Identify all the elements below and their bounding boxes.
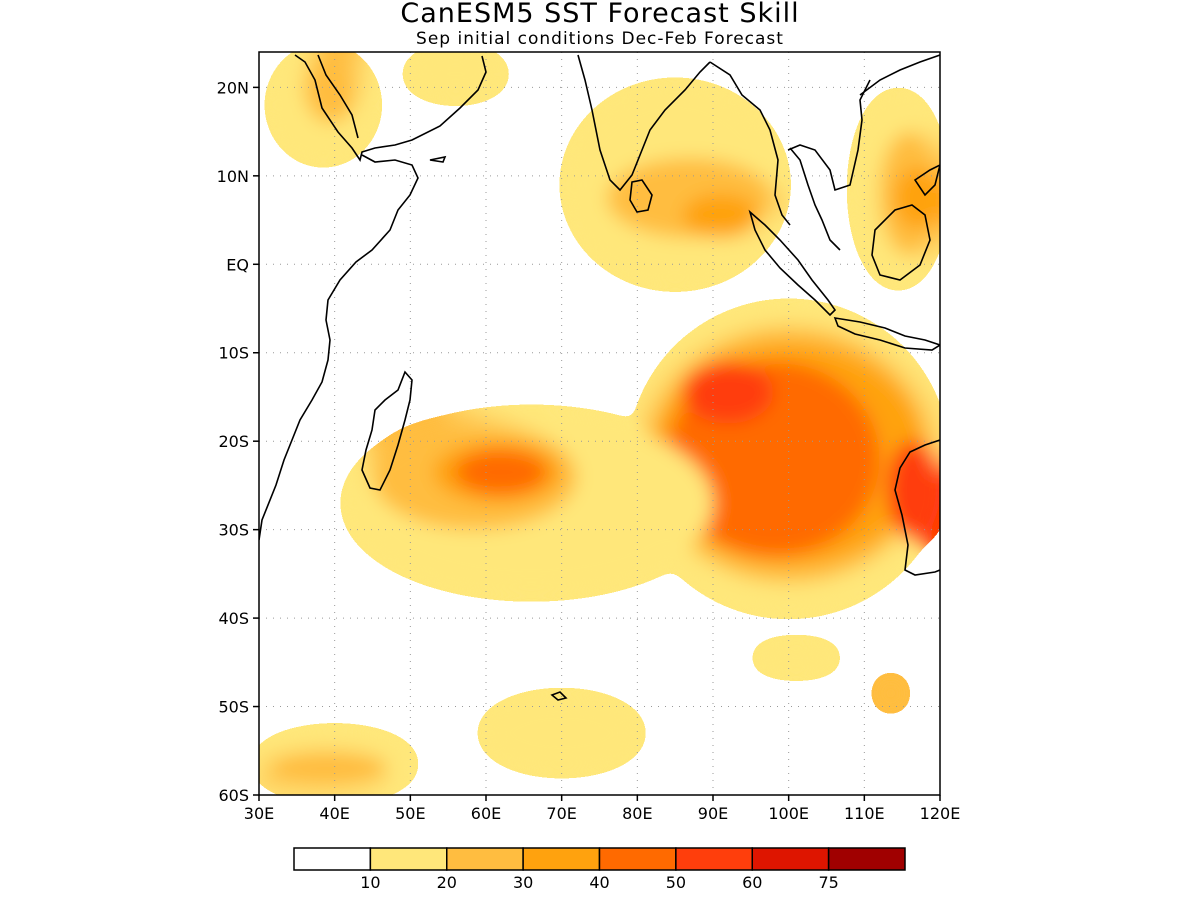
colorbar-swatch	[675, 847, 753, 871]
skill-region-20	[266, 750, 388, 787]
skill-region-10	[410, 52, 502, 97]
lat-tick-label: 20S	[218, 432, 249, 451]
coastline-socotra	[429, 155, 447, 163]
latitude-axis: 20N 10N EQ 10S 20S 30S 40S 50S 60S	[217, 78, 259, 805]
lat-tick-label: 50S	[218, 698, 249, 717]
colorbar-swatch	[446, 847, 524, 871]
lon-tick-label: 110E	[844, 804, 885, 823]
skill-region-20	[879, 680, 903, 707]
coastlines	[259, 54, 940, 701]
colorbar-label: 20	[437, 873, 457, 892]
skill-region-50	[887, 441, 940, 539]
skill-region-20	[304, 52, 358, 123]
colorbar-swatch	[522, 847, 601, 871]
colorbar-label: 60	[742, 873, 762, 892]
coastline-indochina	[787, 79, 871, 192]
lat-tick-label: 40S	[218, 609, 249, 628]
skill-region-40	[455, 450, 547, 495]
coastline-java	[833, 316, 940, 351]
lon-tick-label: 60E	[471, 804, 501, 823]
colorbar-swatch	[827, 847, 906, 871]
coastline-east-africa	[259, 154, 419, 541]
longitude-axis: 30E 40E 50E 60E 70E 80E 90E 100E 110E 120E	[244, 795, 961, 823]
lon-tick-label: 100E	[768, 804, 809, 823]
coastline-kerguelen	[550, 691, 568, 701]
colorbar-label: 40	[589, 873, 609, 892]
lon-tick-label: 120E	[920, 804, 961, 823]
colorbar-swatch	[598, 847, 677, 871]
coastline-philippines	[913, 164, 940, 197]
lat-tick-label: 10S	[218, 344, 249, 363]
lat-tick-label: 60S	[218, 786, 249, 805]
plot-frame	[258, 51, 941, 796]
colorbar-swatch	[751, 847, 830, 871]
coastline-red-sea-arabia	[294, 54, 487, 162]
lon-tick-label: 30E	[244, 804, 274, 823]
colorbar: 10 20 30 40 50 60 75	[293, 847, 906, 892]
lat-tick-label: 20N	[217, 78, 249, 97]
colorbar-swatch	[293, 847, 372, 871]
coastline-sri-lanka	[629, 179, 653, 213]
lon-tick-label: 50E	[395, 804, 425, 823]
coastline-borneo	[871, 204, 931, 281]
skill-region-50	[682, 361, 774, 424]
coastline-australia	[894, 439, 940, 576]
lat-tick-label: 10N	[217, 167, 249, 186]
colorbar-label: 10	[360, 873, 380, 892]
map-title: CanESM5 SST Forecast Skill	[400, 0, 800, 29]
coastline-madagascar	[361, 370, 413, 491]
colorbar-label: 75	[818, 873, 838, 892]
lat-tick-label: 30S	[218, 521, 249, 540]
lon-tick-label: 40E	[319, 804, 349, 823]
colorbar-label: 50	[666, 873, 686, 892]
colorbar-label: 30	[513, 873, 533, 892]
coastline-malay-peninsula	[789, 147, 841, 251]
coastline-bay-of-bengal	[709, 61, 791, 226]
skill-region-30	[894, 166, 940, 229]
coastline-india	[577, 54, 711, 192]
coastline-red-sea-west	[317, 54, 359, 139]
gridlines	[259, 52, 940, 795]
skill-region-30	[682, 193, 759, 238]
map-subtitle: Sep initial conditions Dec-Feb Forecast	[416, 29, 784, 49]
skill-region-10	[486, 697, 638, 769]
lon-tick-label: 80E	[622, 804, 652, 823]
lon-tick-label: 90E	[698, 804, 728, 823]
skill-region-10	[758, 644, 835, 672]
lat-tick-label: EQ	[226, 255, 249, 274]
colorbar-swatch	[369, 847, 448, 871]
coastline-south-china	[859, 54, 940, 96]
coastline-sumatra	[748, 209, 837, 317]
lon-tick-label: 70E	[546, 804, 576, 823]
